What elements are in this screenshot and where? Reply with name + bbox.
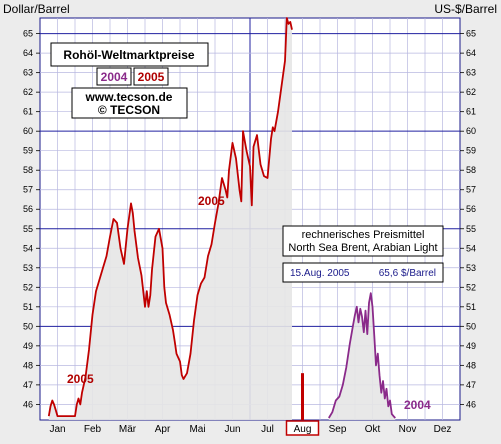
readout-value: 65,6 $/Barrel (379, 268, 436, 279)
y-tick-right-63: 63 (466, 68, 476, 78)
month-label-10: Nov (399, 424, 417, 435)
y-tick-left-64: 64 (23, 48, 33, 58)
line-layer (47, 17, 396, 419)
y-tick-right-47: 47 (466, 380, 476, 390)
legend-2005-box (133, 67, 169, 86)
y-tick-left-59: 59 (23, 146, 33, 156)
mean-price-line2: North Sea Brent, Arabian Light (288, 242, 437, 254)
readout-box (282, 262, 444, 283)
month-label-5: Jun (224, 424, 240, 435)
series-label-2005-peak: 2005 (198, 194, 225, 208)
y-tick-left-53: 53 (23, 263, 33, 273)
month-label-0: Jan (49, 424, 65, 435)
y-tick-left-48: 48 (23, 360, 33, 370)
y-tick-left-55: 55 (23, 224, 33, 234)
month-label-7: Aug (294, 424, 312, 435)
mean-price-box (282, 225, 444, 257)
month-label-3: Apr (155, 424, 171, 435)
legend-2004-box (96, 67, 132, 86)
readout-date: 15.Aug. 2005 (290, 268, 350, 279)
y-tick-left-57: 57 (23, 185, 33, 195)
y-tick-left-58: 58 (23, 165, 33, 175)
y-tick-left-54: 54 (23, 243, 33, 253)
month-label-9: Okt (365, 424, 381, 435)
legend-2004: 2004 (101, 70, 128, 84)
y-tick-right-52: 52 (466, 282, 476, 292)
y-tick-right-57: 57 (466, 185, 476, 195)
y-tick-left-65: 65 (23, 29, 33, 39)
month-label-1: Feb (84, 424, 102, 435)
y-tick-right-56: 56 (466, 204, 476, 214)
y-tick-right-49: 49 (466, 341, 476, 351)
y-tick-left-47: 47 (23, 380, 33, 390)
series-label-2005-start: 2005 (67, 372, 94, 386)
y-tick-right-59: 59 (466, 146, 476, 156)
y-tick-right-46: 46 (466, 399, 476, 409)
y-axis-label-right: US-$/Barrel (434, 2, 497, 16)
y-tick-left-61: 61 (23, 107, 33, 117)
series-label-2004: 2004 (404, 398, 431, 412)
y-tick-left-56: 56 (23, 204, 33, 214)
website-box (71, 87, 188, 119)
y-tick-right-65: 65 (466, 29, 476, 39)
month-highlight-box (285, 420, 320, 436)
y-tick-left-52: 52 (23, 282, 33, 292)
y-tick-left-51: 51 (23, 302, 33, 312)
y-tick-right-60: 60 (466, 126, 476, 136)
title-box (50, 42, 209, 67)
series-line-2005 (47, 17, 293, 417)
copyright-text: © TECSON (98, 103, 160, 117)
y-tick-right-58: 58 (466, 165, 476, 175)
y-tick-right-55: 55 (466, 224, 476, 234)
y-tick-right-61: 61 (466, 107, 476, 117)
y-tick-right-54: 54 (466, 243, 476, 253)
area-layer (48, 18, 396, 420)
month-label-8: Sep (329, 424, 347, 435)
y-tick-left-62: 62 (23, 87, 33, 97)
mean-price-line1: rechnerisches Preismittel (302, 229, 425, 241)
y-tick-right-64: 64 (466, 48, 476, 58)
legend-2005: 2005 (138, 70, 165, 84)
y-tick-right-62: 62 (466, 87, 476, 97)
y-tick-right-51: 51 (466, 302, 476, 312)
series-area-2005 (48, 18, 292, 420)
y-tick-left-50: 50 (23, 321, 33, 331)
month-label-2: Mär (119, 424, 137, 435)
y-axis-label-left: Dollar/Barrel (3, 2, 70, 16)
website-text: www.tecson.de (85, 90, 173, 104)
y-tick-right-48: 48 (466, 360, 476, 370)
y-tick-left-46: 46 (23, 399, 33, 409)
y-tick-left-63: 63 (23, 68, 33, 78)
month-label-6: Jul (261, 424, 274, 435)
month-label-11: Dez (434, 424, 452, 435)
series-line-2004 (328, 292, 396, 419)
month-label-4: Mai (189, 424, 205, 435)
y-tick-left-49: 49 (23, 341, 33, 351)
y-tick-right-50: 50 (466, 321, 476, 331)
chart-title: Rohöl-Weltmarktpreise (63, 48, 194, 62)
tick-layer: 46 46 47 47 48 48 49 49 50 50 51 51 52 52 53 53 54 54 55 55… (23, 29, 476, 436)
y-tick-left-60: 60 (23, 126, 33, 136)
series-area-2004 (328, 293, 396, 420)
y-tick-right-53: 53 (466, 263, 476, 273)
highlight-bar (301, 373, 304, 420)
